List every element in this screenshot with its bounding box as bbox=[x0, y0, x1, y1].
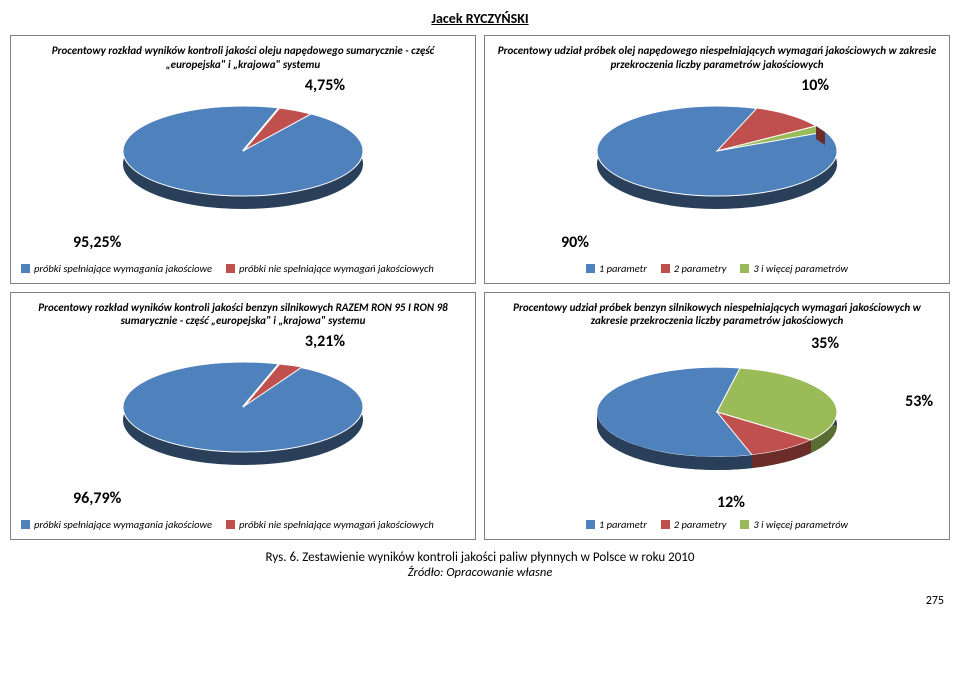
pct-label: 4,75% bbox=[305, 76, 345, 95]
legend-text: 3 i więcej parametrów bbox=[753, 262, 848, 275]
legend-item: próbki spełniające wymagania jakościowe bbox=[21, 262, 212, 275]
legend-item: 3 i więcej parametrów bbox=[740, 262, 848, 275]
pct-label: 53% bbox=[905, 392, 933, 411]
chart-bottom-left: 3,21% 96,79% bbox=[21, 332, 465, 512]
panel-title: Procentowy rozkład wyników kontroli jako… bbox=[21, 44, 465, 72]
chart-bottom-right: 35% 53% 12% bbox=[495, 332, 939, 512]
pct-label: 12% bbox=[717, 493, 745, 512]
pct-label: 96,79% bbox=[73, 489, 121, 508]
panel-top-right: Procentowy udział próbek olej napędowego… bbox=[484, 35, 950, 284]
legend-swatch bbox=[586, 520, 595, 529]
chart-grid: Procentowy rozkład wyników kontroli jako… bbox=[10, 35, 950, 540]
chart-top-right: 10% 90% bbox=[495, 76, 939, 256]
page-title: Jacek RYCZYŃSKI bbox=[10, 10, 950, 27]
legend-item: 3 i więcej parametrów bbox=[740, 518, 848, 531]
legend-item: próbki nie spełniające wymagań jakościow… bbox=[226, 262, 434, 275]
figure-caption-sub: Źródło: Opracowanie własne bbox=[10, 565, 950, 580]
legend: próbki spełniające wymagania jakościowe … bbox=[21, 262, 465, 275]
legend-text: próbki spełniające wymagania jakościowe bbox=[34, 518, 212, 531]
panel-title: Procentowy udział próbek benzyn silnikow… bbox=[495, 301, 939, 329]
legend-text: 2 parametry bbox=[674, 518, 727, 531]
legend: 1 parametr 2 parametry 3 i więcej parame… bbox=[495, 518, 939, 531]
panel-bottom-left: Procentowy rozkład wyników kontroli jako… bbox=[10, 292, 476, 541]
figure-caption: Rys. 6. Zestawienie wyników kontroli jak… bbox=[10, 550, 950, 565]
legend-item: 2 parametry bbox=[661, 262, 727, 275]
page-number: 275 bbox=[10, 594, 950, 608]
panel-title: Procentowy rozkład wyników kontroli jako… bbox=[21, 301, 465, 329]
legend-text: 3 i więcej parametrów bbox=[753, 518, 848, 531]
legend-swatch bbox=[226, 520, 235, 529]
legend-text: próbki nie spełniające wymagań jakościow… bbox=[239, 262, 434, 275]
legend-text: 2 parametry bbox=[674, 262, 727, 275]
legend-item: próbki nie spełniające wymagań jakościow… bbox=[226, 518, 434, 531]
legend-text: próbki nie spełniające wymagań jakościow… bbox=[239, 518, 434, 531]
panel-top-left: Procentowy rozkład wyników kontroli jako… bbox=[10, 35, 476, 284]
pct-label: 10% bbox=[801, 76, 829, 95]
legend-swatch bbox=[661, 264, 670, 273]
legend-swatch bbox=[586, 264, 595, 273]
legend-swatch bbox=[226, 264, 235, 273]
panel-title: Procentowy udział próbek olej napędowego… bbox=[495, 44, 939, 72]
legend-swatch bbox=[21, 264, 30, 273]
legend-item: 1 parametr bbox=[586, 518, 647, 531]
pct-label: 35% bbox=[811, 334, 839, 353]
legend-item: próbki spełniające wymagania jakościowe bbox=[21, 518, 212, 531]
pct-label: 95,25% bbox=[73, 233, 121, 252]
legend-item: 1 parametr bbox=[586, 262, 647, 275]
panel-bottom-right: Procentowy udział próbek benzyn silnikow… bbox=[484, 292, 950, 541]
chart-top-left: 4,75% 95,25% bbox=[21, 76, 465, 256]
legend-text: 1 parametr bbox=[599, 262, 647, 275]
legend-text: 1 parametr bbox=[599, 518, 647, 531]
legend-text: próbki spełniające wymagania jakościowe bbox=[34, 262, 212, 275]
pct-label: 3,21% bbox=[305, 332, 345, 351]
legend: 1 parametr 2 parametry 3 i więcej parame… bbox=[495, 262, 939, 275]
legend-item: 2 parametry bbox=[661, 518, 727, 531]
legend-swatch bbox=[740, 264, 749, 273]
pct-label: 90% bbox=[561, 233, 589, 252]
legend-swatch bbox=[21, 520, 30, 529]
legend: próbki spełniające wymagania jakościowe … bbox=[21, 518, 465, 531]
legend-swatch bbox=[661, 520, 670, 529]
legend-swatch bbox=[740, 520, 749, 529]
